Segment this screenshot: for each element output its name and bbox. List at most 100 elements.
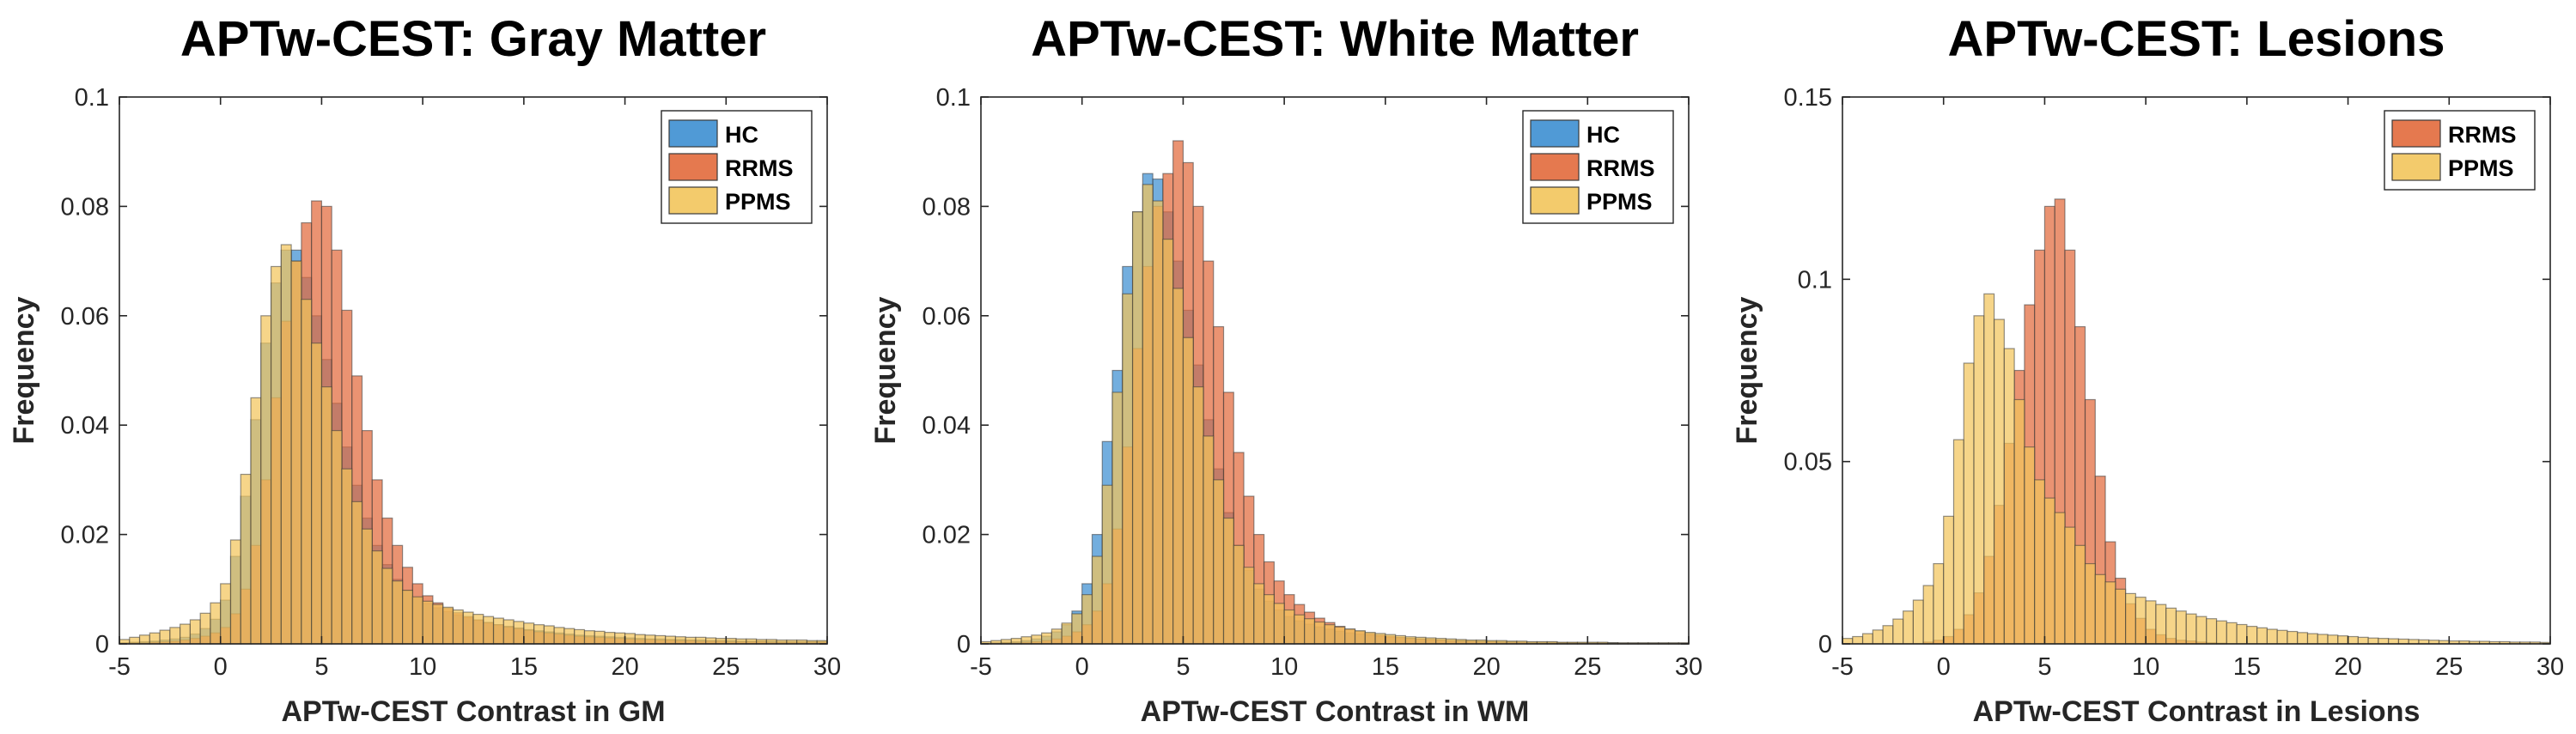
histogram-bar <box>2195 616 2208 645</box>
legend-swatch-ppms <box>1530 186 1580 215</box>
histogram-bar <box>462 611 474 645</box>
histogram-bar <box>159 629 171 645</box>
histogram-bar <box>189 619 201 645</box>
histogram-bar <box>1344 628 1356 645</box>
histogram-bar <box>2104 581 2116 645</box>
histogram-bar <box>1253 583 1265 645</box>
x-tick-label: 15 <box>2233 653 2261 681</box>
histogram-bar <box>392 580 404 645</box>
y-tick-label: 0.04 <box>923 412 971 440</box>
histogram-bar <box>2388 638 2400 645</box>
histogram-bar <box>513 621 525 645</box>
histogram-bar <box>2397 638 2409 645</box>
legend-label-rrms: RRMS <box>1586 155 1655 181</box>
x-tick-label: -5 <box>108 653 131 681</box>
legend: HC RRMS PPMS <box>1522 110 1674 224</box>
histogram-bar <box>1364 632 1376 645</box>
histogram-bar <box>1213 479 1225 645</box>
histogram-bar <box>301 299 313 645</box>
x-tick-label: -5 <box>1831 653 1854 681</box>
histogram-bar <box>563 628 575 645</box>
y-tick-label: 0.02 <box>923 522 971 549</box>
legend-swatch-rrms <box>1530 153 1580 181</box>
histogram-bar <box>2145 600 2157 645</box>
histogram-bar <box>1324 624 1336 645</box>
histogram-bar <box>351 500 363 645</box>
histogram-bar <box>1943 515 1955 645</box>
legend-swatch-hc <box>668 119 718 148</box>
y-tick-label: 0.1 <box>936 84 971 112</box>
histogram-bar <box>2165 607 2177 645</box>
histogram-bar <box>1294 614 1306 645</box>
x-tick-label: 15 <box>510 653 538 681</box>
histogram-bar <box>665 635 677 645</box>
histogram-bar <box>2266 628 2278 645</box>
legend: RRMS PPMS <box>2384 110 2536 191</box>
histogram-bar <box>655 634 667 645</box>
histogram-bar <box>138 634 150 645</box>
histogram-bar <box>1882 625 1894 645</box>
histogram-bar <box>1304 618 1316 645</box>
y-tick-label: 0.04 <box>61 412 109 440</box>
histogram-bar <box>2357 636 2369 645</box>
histogram-bar <box>1020 636 1032 645</box>
histogram-bar <box>1152 200 1164 645</box>
histogram-bar <box>371 550 383 645</box>
histogram-bar <box>2175 610 2187 645</box>
histogram-bar <box>2297 632 2309 645</box>
chart-title: APTw-CEST: White Matter <box>1031 11 1639 67</box>
x-tick-label: 5 <box>1176 653 1190 681</box>
histogram-bar <box>1313 621 1325 645</box>
x-tick-label: 5 <box>2037 653 2051 681</box>
y-tick-label: 0.06 <box>61 303 109 331</box>
legend-label-rrms: RRMS <box>725 155 794 181</box>
y-axis-label: Frequency <box>869 296 902 444</box>
histogram-bar <box>2215 620 2227 645</box>
histogram-bar <box>2317 634 2329 645</box>
x-axis-label: APTw-CEST Contrast in Lesions <box>1973 695 2421 728</box>
x-tick-label: 25 <box>1574 653 1601 681</box>
x-tick-label: 10 <box>2132 653 2159 681</box>
axes-frame <box>1842 96 2551 645</box>
legend-label-ppms: PPMS <box>725 189 791 215</box>
histogram-bar <box>2347 635 2359 645</box>
histogram-bar <box>1872 629 1884 645</box>
histogram-bar <box>1111 391 1124 645</box>
histogram-bar <box>1192 386 1204 645</box>
histogram-bar <box>422 600 434 645</box>
histogram-bar <box>1425 637 1437 645</box>
histogram-bar <box>2094 573 2106 645</box>
x-tick-label: 30 <box>2536 653 2564 681</box>
histogram-bar <box>604 632 616 645</box>
histogram-bar <box>270 265 282 645</box>
histogram-bar <box>1374 633 1386 645</box>
histogram-bar <box>553 627 565 645</box>
histogram-bar <box>1993 318 2005 645</box>
histogram-bar <box>523 622 535 645</box>
histogram-bar <box>1010 638 1022 645</box>
histogram-bar <box>1385 634 1397 645</box>
histogram-bar <box>2306 633 2318 645</box>
y-axis-label: Frequency <box>8 296 40 444</box>
histogram-bar <box>1142 184 1154 645</box>
histogram-bar <box>2043 497 2055 645</box>
histogram-bar <box>320 386 332 645</box>
x-tick-label: 20 <box>2334 653 2361 681</box>
x-tick-label: 15 <box>1372 653 1399 681</box>
histogram-bar <box>1031 634 1043 645</box>
histogram-bar <box>725 638 737 645</box>
histogram-bar <box>614 632 626 645</box>
histogram-bar <box>1852 635 1864 645</box>
histogram-bar <box>583 630 595 645</box>
y-tick-label: 0 <box>1818 631 1832 658</box>
legend-swatch-ppms <box>2391 153 2441 181</box>
histogram-bar <box>280 244 292 645</box>
histogram-bar <box>685 636 697 645</box>
x-tick-label: 20 <box>1472 653 1500 681</box>
histogram-bar <box>674 636 686 645</box>
histogram-bar <box>1415 636 1427 645</box>
histogram-bar <box>1101 484 1113 645</box>
series-ppms-bars <box>1842 293 2551 645</box>
histogram-bar <box>1445 638 1457 645</box>
